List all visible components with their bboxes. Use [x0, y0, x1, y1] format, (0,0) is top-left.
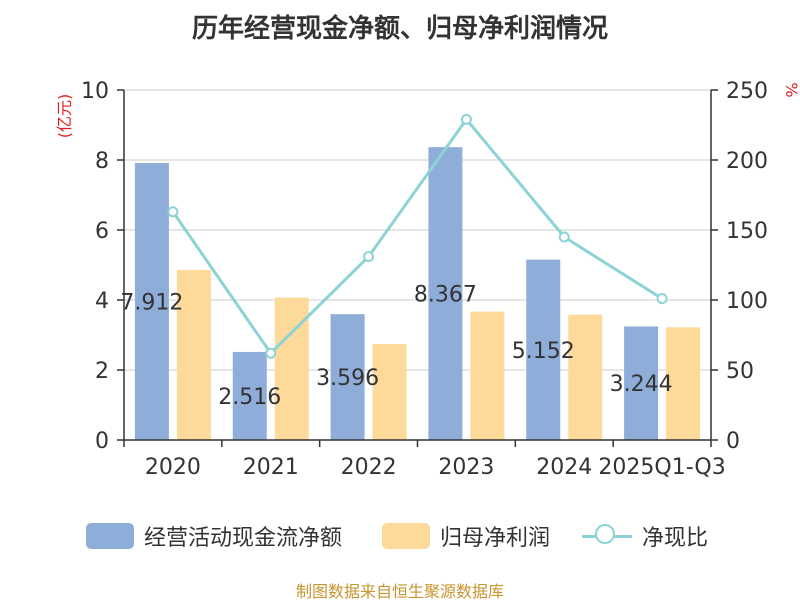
y-right-tick-label: 200	[726, 149, 768, 174]
y-right-axis-title: %	[782, 82, 800, 97]
legend: 经营活动现金流净额 归母净利润 净现比	[0, 518, 800, 554]
bar-cashflow	[526, 259, 561, 440]
data-label-cashflow: 3.244	[610, 372, 673, 397]
y-left-axis-title: (亿元)	[55, 94, 74, 139]
data-label-cashflow: 5.152	[512, 339, 575, 364]
data-label-cashflow: 7.912	[120, 291, 183, 316]
bar-cashflow	[330, 314, 365, 440]
bar-net-profit	[568, 314, 603, 440]
legend-label-cash-ratio: 净现比	[642, 526, 709, 551]
legend-item-net-profit[interactable]: 归母净利润	[382, 518, 550, 554]
bar-cashflow	[134, 163, 169, 440]
point-cash-ratio	[167, 206, 179, 218]
y-left-tick-label: 6	[95, 219, 109, 244]
x-tick-label: 2020	[145, 455, 201, 480]
x-tick-label: 2025Q1-Q3	[598, 455, 725, 480]
legend-label-cashflow: 经营活动现金流净额	[144, 526, 343, 551]
data-label-cashflow: 8.367	[414, 283, 477, 308]
legend-swatch-cash-ratio	[582, 523, 632, 549]
y-left-tick-label: 8	[95, 149, 109, 174]
x-tick-label: 2024	[536, 455, 592, 480]
y-right-tick-label: 250	[726, 79, 768, 104]
y-left-tick-label: 4	[95, 289, 109, 314]
point-cash-ratio	[265, 347, 277, 359]
y-right-tick-label: 0	[726, 429, 740, 454]
x-tick-label: 2023	[438, 455, 494, 480]
y-right-tick-label: 100	[726, 289, 768, 314]
line-cash-ratio	[171, 116, 663, 356]
legend-item-cashflow[interactable]: 经营活动现金流净额	[86, 518, 342, 554]
point-cash-ratio	[363, 251, 375, 263]
bar-cashflow	[232, 351, 267, 440]
source-note: 制图数据来自恒生聚源数据库	[295, 582, 504, 601]
y-left-tick-label: 0	[95, 429, 109, 454]
bar-net-profit	[666, 327, 701, 440]
bar-net-profit	[470, 311, 505, 440]
legend-swatch-cashflow	[86, 523, 134, 549]
point-cash-ratio	[460, 113, 472, 125]
y-left-tick-label: 2	[95, 359, 109, 384]
x-tick-label: 2022	[341, 455, 397, 480]
point-cash-ratio	[558, 231, 570, 243]
bar-net-profit	[176, 269, 211, 440]
legend-swatch-net-profit	[382, 523, 430, 549]
bar-cashflow	[624, 326, 659, 440]
point-cash-ratio	[656, 293, 668, 305]
y-right-tick-label: 150	[726, 219, 768, 244]
chart-title: 历年经营现金净额、归母净利润情况	[191, 14, 608, 44]
legend-label-net-profit: 归母净利润	[440, 526, 551, 551]
x-tick-label: 2021	[243, 455, 299, 480]
y-left-tick-label: 10	[81, 79, 109, 104]
y-right-tick-label: 50	[726, 359, 754, 384]
legend-item-cash-ratio[interactable]: 净现比	[582, 518, 708, 554]
data-label-cashflow: 2.516	[218, 385, 281, 410]
bar-net-profit	[372, 344, 407, 440]
data-label-cashflow: 3.596	[316, 366, 379, 391]
bar-cashflow	[428, 147, 463, 440]
